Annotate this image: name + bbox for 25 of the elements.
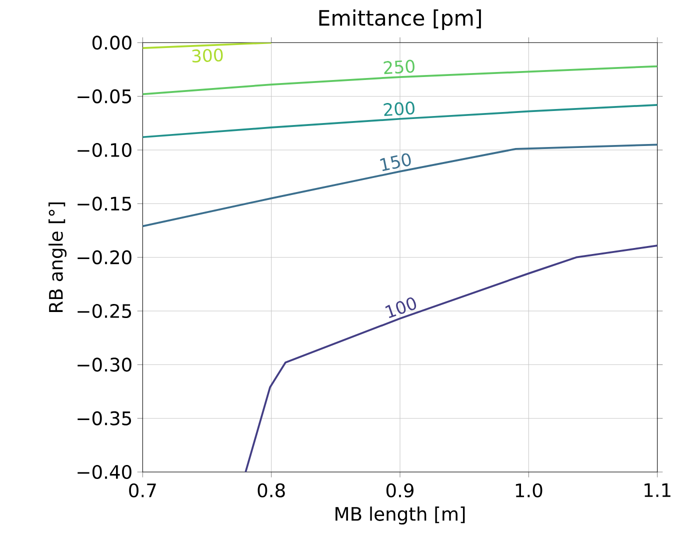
line-series bbox=[142, 144, 658, 228]
series-label: 300 bbox=[192, 48, 223, 62]
series-label: 200 bbox=[384, 102, 414, 116]
y-tick-label: −0.30 bbox=[78, 358, 132, 372]
x-axis-title: MB length [m] bbox=[336, 506, 465, 525]
line-series bbox=[142, 104, 658, 138]
x-tick-label: 0.7 bbox=[129, 483, 156, 498]
y-tick-label: −0.40 bbox=[78, 464, 132, 480]
series-label: 250 bbox=[384, 60, 414, 74]
text: 100 bbox=[385, 297, 416, 318]
y-tick-label: −0.20 bbox=[78, 250, 132, 264]
x-tick-label: 1.1 bbox=[644, 483, 670, 497]
text: 150 bbox=[380, 153, 411, 172]
y-tick-label: −0.25 bbox=[78, 304, 132, 318]
y-tick-label: −0.10 bbox=[78, 142, 132, 158]
y-tick-label: −0.35 bbox=[78, 411, 132, 426]
line-series bbox=[244, 244, 658, 472]
y-tick-label: 0.00 bbox=[92, 36, 132, 50]
y-tick-label: −0.15 bbox=[78, 196, 132, 211]
x-tick-label: 0.8 bbox=[258, 483, 285, 498]
y-tick-label: −0.05 bbox=[78, 89, 132, 104]
y-axis-title: RB angle [°] bbox=[48, 202, 67, 312]
x-tick-label: 0.9 bbox=[386, 483, 414, 498]
x-tick-label: 1.0 bbox=[516, 483, 542, 498]
chart-title: Emittance [pm] bbox=[319, 9, 481, 30]
